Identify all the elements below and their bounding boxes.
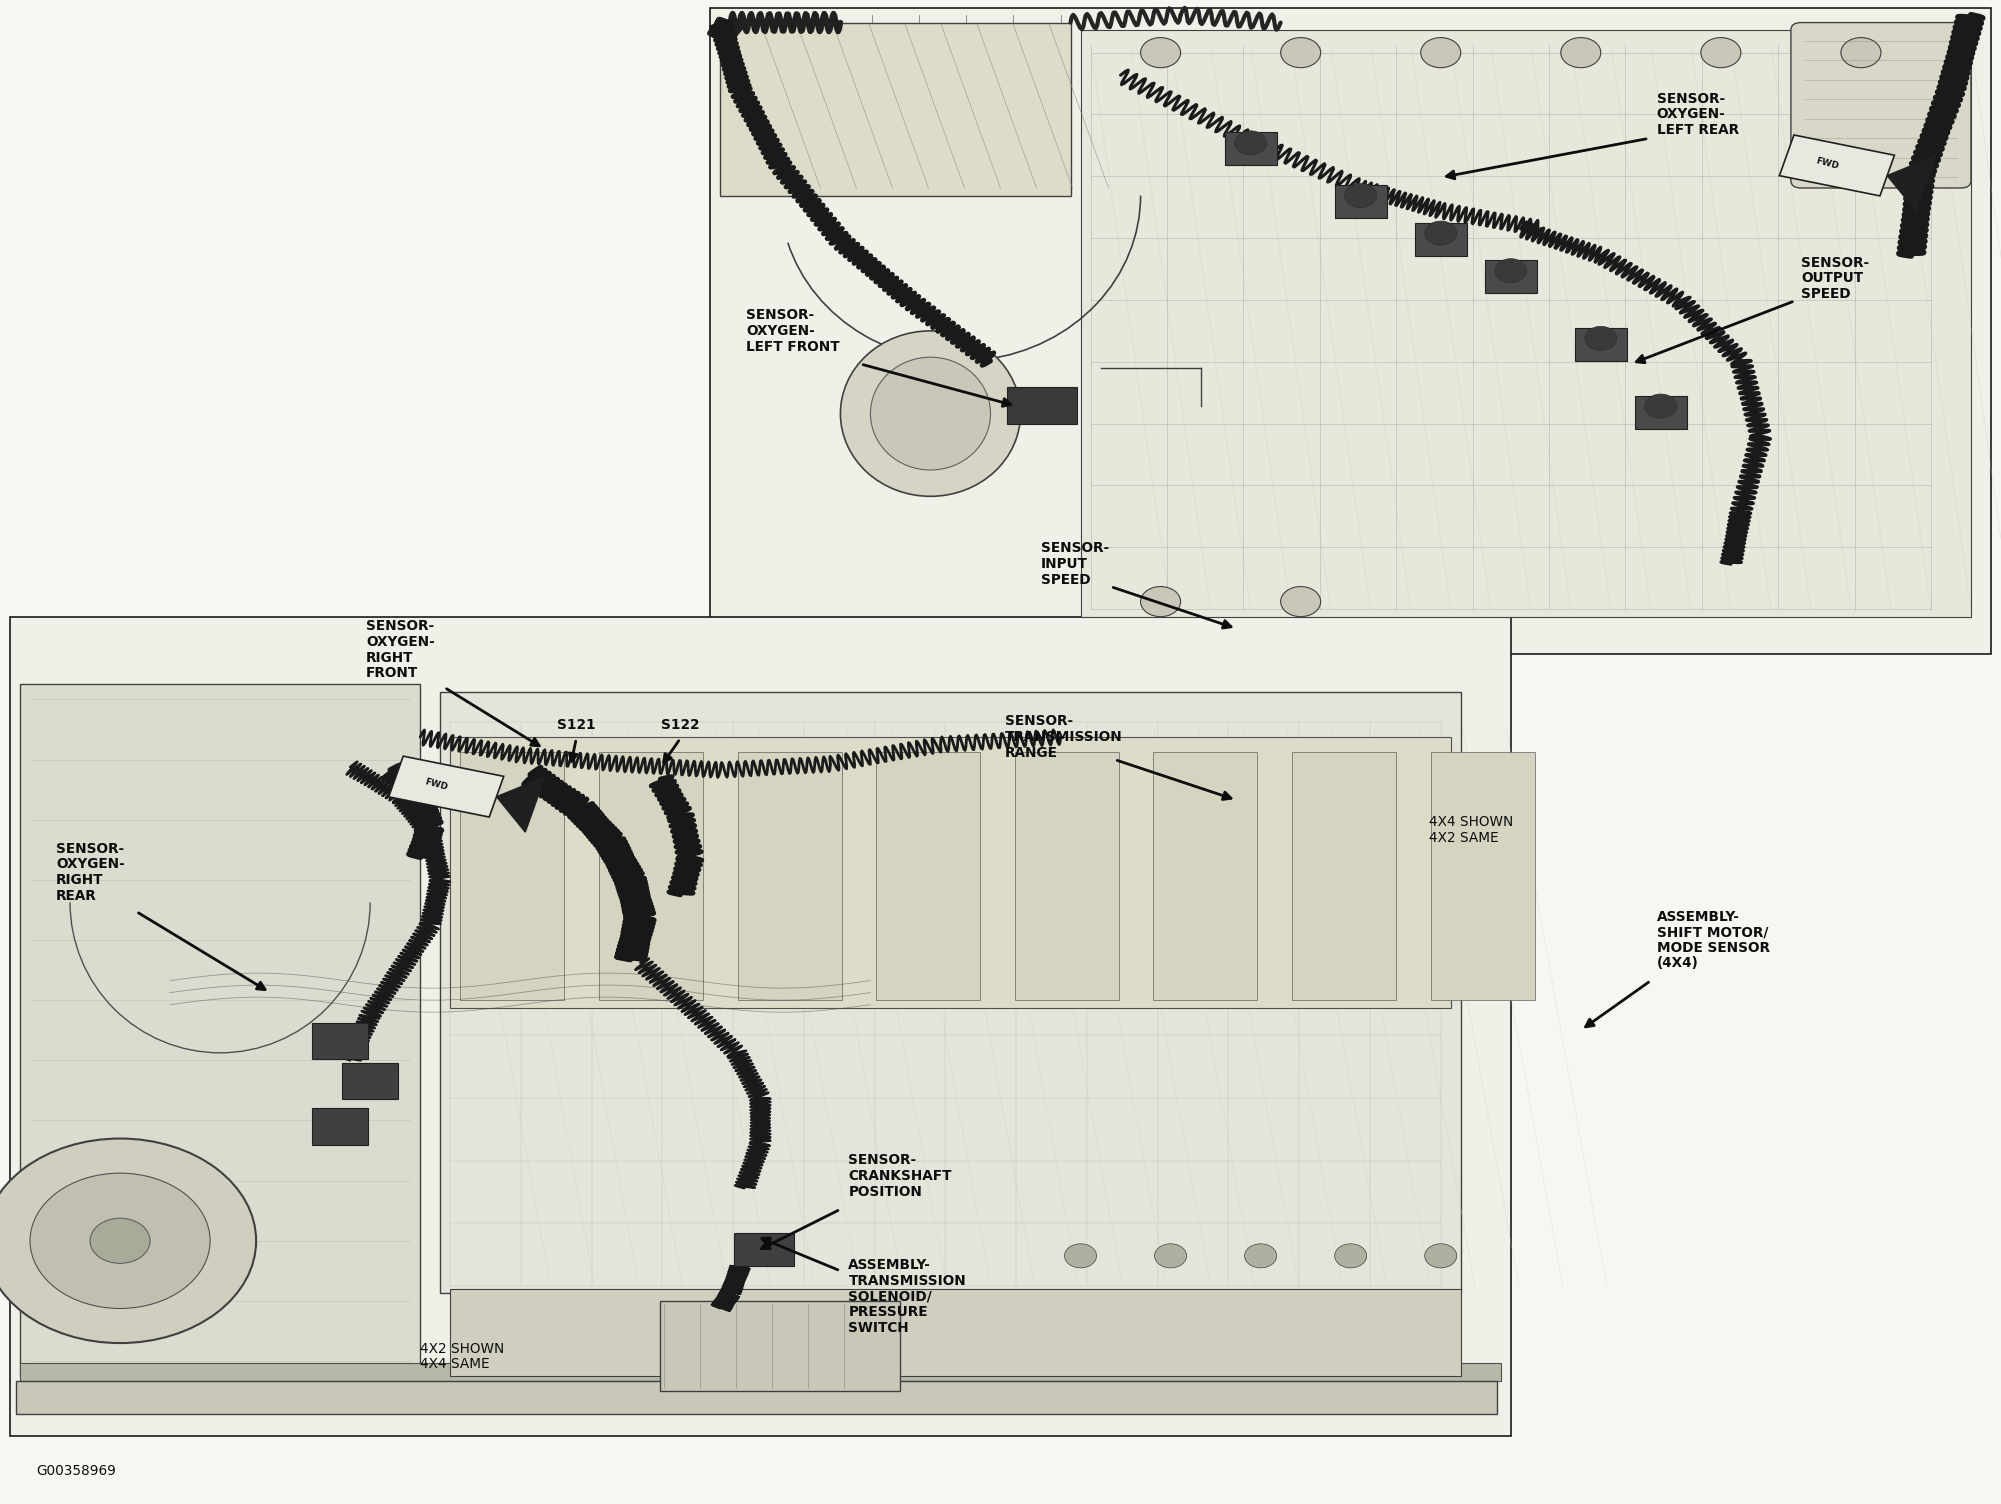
- Bar: [710, 8, 1991, 654]
- Circle shape: [1245, 1244, 1277, 1268]
- Circle shape: [1235, 131, 1267, 155]
- Circle shape: [30, 1173, 210, 1308]
- Circle shape: [1281, 587, 1321, 617]
- Text: FWD: FWD: [424, 778, 448, 793]
- Circle shape: [0, 1139, 256, 1343]
- Text: 4X2 SHOWN
4X4 SAME: 4X2 SHOWN 4X4 SAME: [420, 1342, 504, 1372]
- Text: ASSEMBLY-
SHIFT MOTOR/
MODE SENSOR
(4X4): ASSEMBLY- SHIFT MOTOR/ MODE SENSOR (4X4): [1657, 910, 1769, 970]
- Circle shape: [1141, 587, 1181, 617]
- Bar: [1007, 387, 1077, 424]
- Bar: [1081, 30, 1971, 617]
- Text: SENSOR-
INPUT
SPEED: SENSOR- INPUT SPEED: [1041, 541, 1109, 587]
- Bar: [1431, 752, 1535, 1000]
- Text: SENSOR-
OXYGEN-
RIGHT
REAR: SENSOR- OXYGEN- RIGHT REAR: [56, 842, 124, 902]
- Bar: [1335, 185, 1387, 218]
- Bar: [720, 23, 1071, 196]
- Circle shape: [1841, 38, 1881, 68]
- Circle shape: [1585, 326, 1617, 350]
- Circle shape: [1155, 1244, 1187, 1268]
- Bar: [1293, 752, 1397, 1000]
- Polygon shape: [1887, 156, 1935, 211]
- Circle shape: [1281, 38, 1321, 68]
- Circle shape: [90, 1218, 150, 1263]
- Circle shape: [1645, 394, 1677, 418]
- Ellipse shape: [870, 358, 990, 471]
- Bar: [312, 1108, 368, 1145]
- Bar: [20, 684, 420, 1376]
- Bar: [450, 737, 1451, 1008]
- Circle shape: [1065, 1244, 1097, 1268]
- Bar: [450, 1289, 1461, 1376]
- Polygon shape: [388, 757, 504, 817]
- Bar: [660, 1301, 900, 1391]
- Circle shape: [1335, 1244, 1367, 1268]
- Circle shape: [1345, 183, 1377, 208]
- Text: SENSOR-
OXYGEN-
RIGHT
FRONT: SENSOR- OXYGEN- RIGHT FRONT: [366, 620, 434, 680]
- Bar: [734, 1233, 794, 1266]
- Bar: [10, 617, 1511, 1436]
- Polygon shape: [1779, 135, 1895, 196]
- Text: SENSOR-
OUTPUT
SPEED: SENSOR- OUTPUT SPEED: [1801, 256, 1869, 301]
- Bar: [16, 1381, 1497, 1414]
- Bar: [312, 1023, 368, 1059]
- Bar: [738, 752, 842, 1000]
- Bar: [460, 752, 564, 1000]
- Bar: [1485, 260, 1537, 293]
- Circle shape: [1425, 1244, 1457, 1268]
- Text: FWD: FWD: [1815, 156, 1839, 171]
- Circle shape: [1701, 38, 1741, 68]
- Bar: [1575, 328, 1627, 361]
- Text: S121: S121: [556, 717, 596, 732]
- Text: SENSOR-
OXYGEN-
LEFT REAR: SENSOR- OXYGEN- LEFT REAR: [1657, 92, 1739, 137]
- Text: S122: S122: [660, 717, 700, 732]
- Text: SENSOR-
TRANSMISSION
RANGE: SENSOR- TRANSMISSION RANGE: [1005, 714, 1123, 760]
- Bar: [1225, 132, 1277, 165]
- Bar: [876, 752, 980, 1000]
- FancyBboxPatch shape: [1791, 23, 1971, 188]
- Bar: [1635, 396, 1687, 429]
- Ellipse shape: [840, 331, 1021, 496]
- Text: ASSEMBLY-
TRANSMISSION
SOLENOID/
PRESSURE
SWITCH: ASSEMBLY- TRANSMISSION SOLENOID/ PRESSUR…: [848, 1259, 966, 1334]
- Circle shape: [1425, 221, 1457, 245]
- Bar: [342, 1063, 398, 1099]
- Circle shape: [1141, 38, 1181, 68]
- Polygon shape: [496, 778, 544, 832]
- Bar: [20, 1363, 1501, 1381]
- Text: 4X4 SHOWN
4X2 SAME: 4X4 SHOWN 4X2 SAME: [1429, 815, 1513, 845]
- Bar: [1153, 752, 1257, 1000]
- Text: G00358969: G00358969: [36, 1463, 116, 1478]
- Circle shape: [1495, 259, 1527, 283]
- Circle shape: [1421, 38, 1461, 68]
- Bar: [1015, 752, 1119, 1000]
- Text: SENSOR-
CRANKSHAFT
POSITION: SENSOR- CRANKSHAFT POSITION: [848, 1154, 952, 1199]
- Circle shape: [1561, 38, 1601, 68]
- Bar: [1415, 223, 1467, 256]
- Text: SENSOR-
OXYGEN-
LEFT FRONT: SENSOR- OXYGEN- LEFT FRONT: [746, 308, 840, 353]
- Bar: [598, 752, 702, 1000]
- Bar: [440, 692, 1461, 1293]
